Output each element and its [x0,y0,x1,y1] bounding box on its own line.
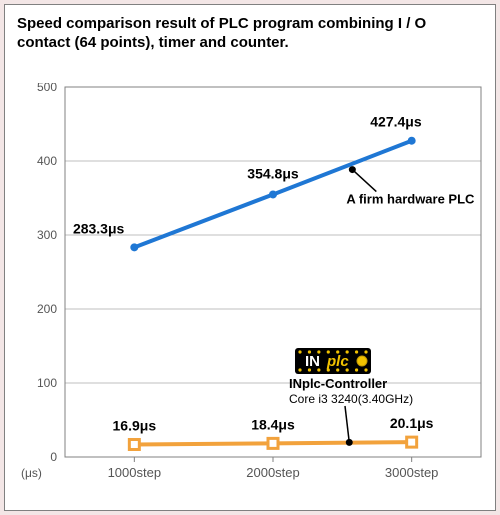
value-label-firm_plc: 283.3μs [73,220,125,236]
logo-dot [298,350,301,353]
plot-border [65,87,481,457]
chart-title: Speed comparison result of PLC program c… [17,15,483,53]
chart-panel: Speed comparison result of PLC program c… [4,4,496,511]
y-tick-label: 200 [37,302,57,316]
logo-text-accent: plc [326,353,349,370]
y-tick-label: 400 [37,154,57,168]
y-tick-label: 300 [37,228,57,242]
x-tick-label: 1000step [108,465,162,480]
y-tick-label: 500 [37,83,57,94]
logo-dot [298,368,301,371]
logo-text-prefix: IN [305,353,320,370]
x-tick-label: 3000step [385,465,439,480]
chart-svg: 0 100 200 300 400 500 1000step 2000step 3000step… [17,83,487,497]
callout-dot-firm [349,166,356,173]
callout-line-firm [352,170,376,192]
callout-dot-inplc [346,439,353,446]
y-tick-label: 100 [37,376,57,390]
logo-dot [364,350,367,353]
y-tick-label: 0 [50,450,57,464]
marker-inplc [407,437,417,447]
marker-firm_plc [269,190,277,198]
marker-inplc [268,438,278,448]
marker-firm_plc [408,137,416,145]
logo-dot [355,368,358,371]
value-label-inplc: 18.4μs [251,416,295,432]
marker-firm_plc [130,243,138,251]
outer-frame: Speed comparison result of PLC program c… [0,0,500,515]
logo-dot [355,350,358,353]
series-label-inplc: INplc-Controller [289,376,387,391]
value-label-firm_plc: 427.4μs [370,114,422,130]
logo-badge [357,356,367,366]
value-label-inplc: 16.9μs [113,417,157,433]
callout-line-inplc [345,406,349,442]
series-label-firm: A firm hardware PLC [346,192,475,207]
logo-dot [364,368,367,371]
value-label-firm_plc: 354.8μs [247,165,299,181]
chart-area: 0 100 200 300 400 500 1000step 2000step 3000step… [17,83,483,492]
value-label-inplc: 20.1μs [390,415,434,431]
series-sublabel-inplc: Core i3 3240(3.40GHz) [289,392,413,406]
marker-inplc [129,439,139,449]
y-unit-label: (μs) [21,466,42,480]
x-tick-label: 2000step [246,465,300,480]
